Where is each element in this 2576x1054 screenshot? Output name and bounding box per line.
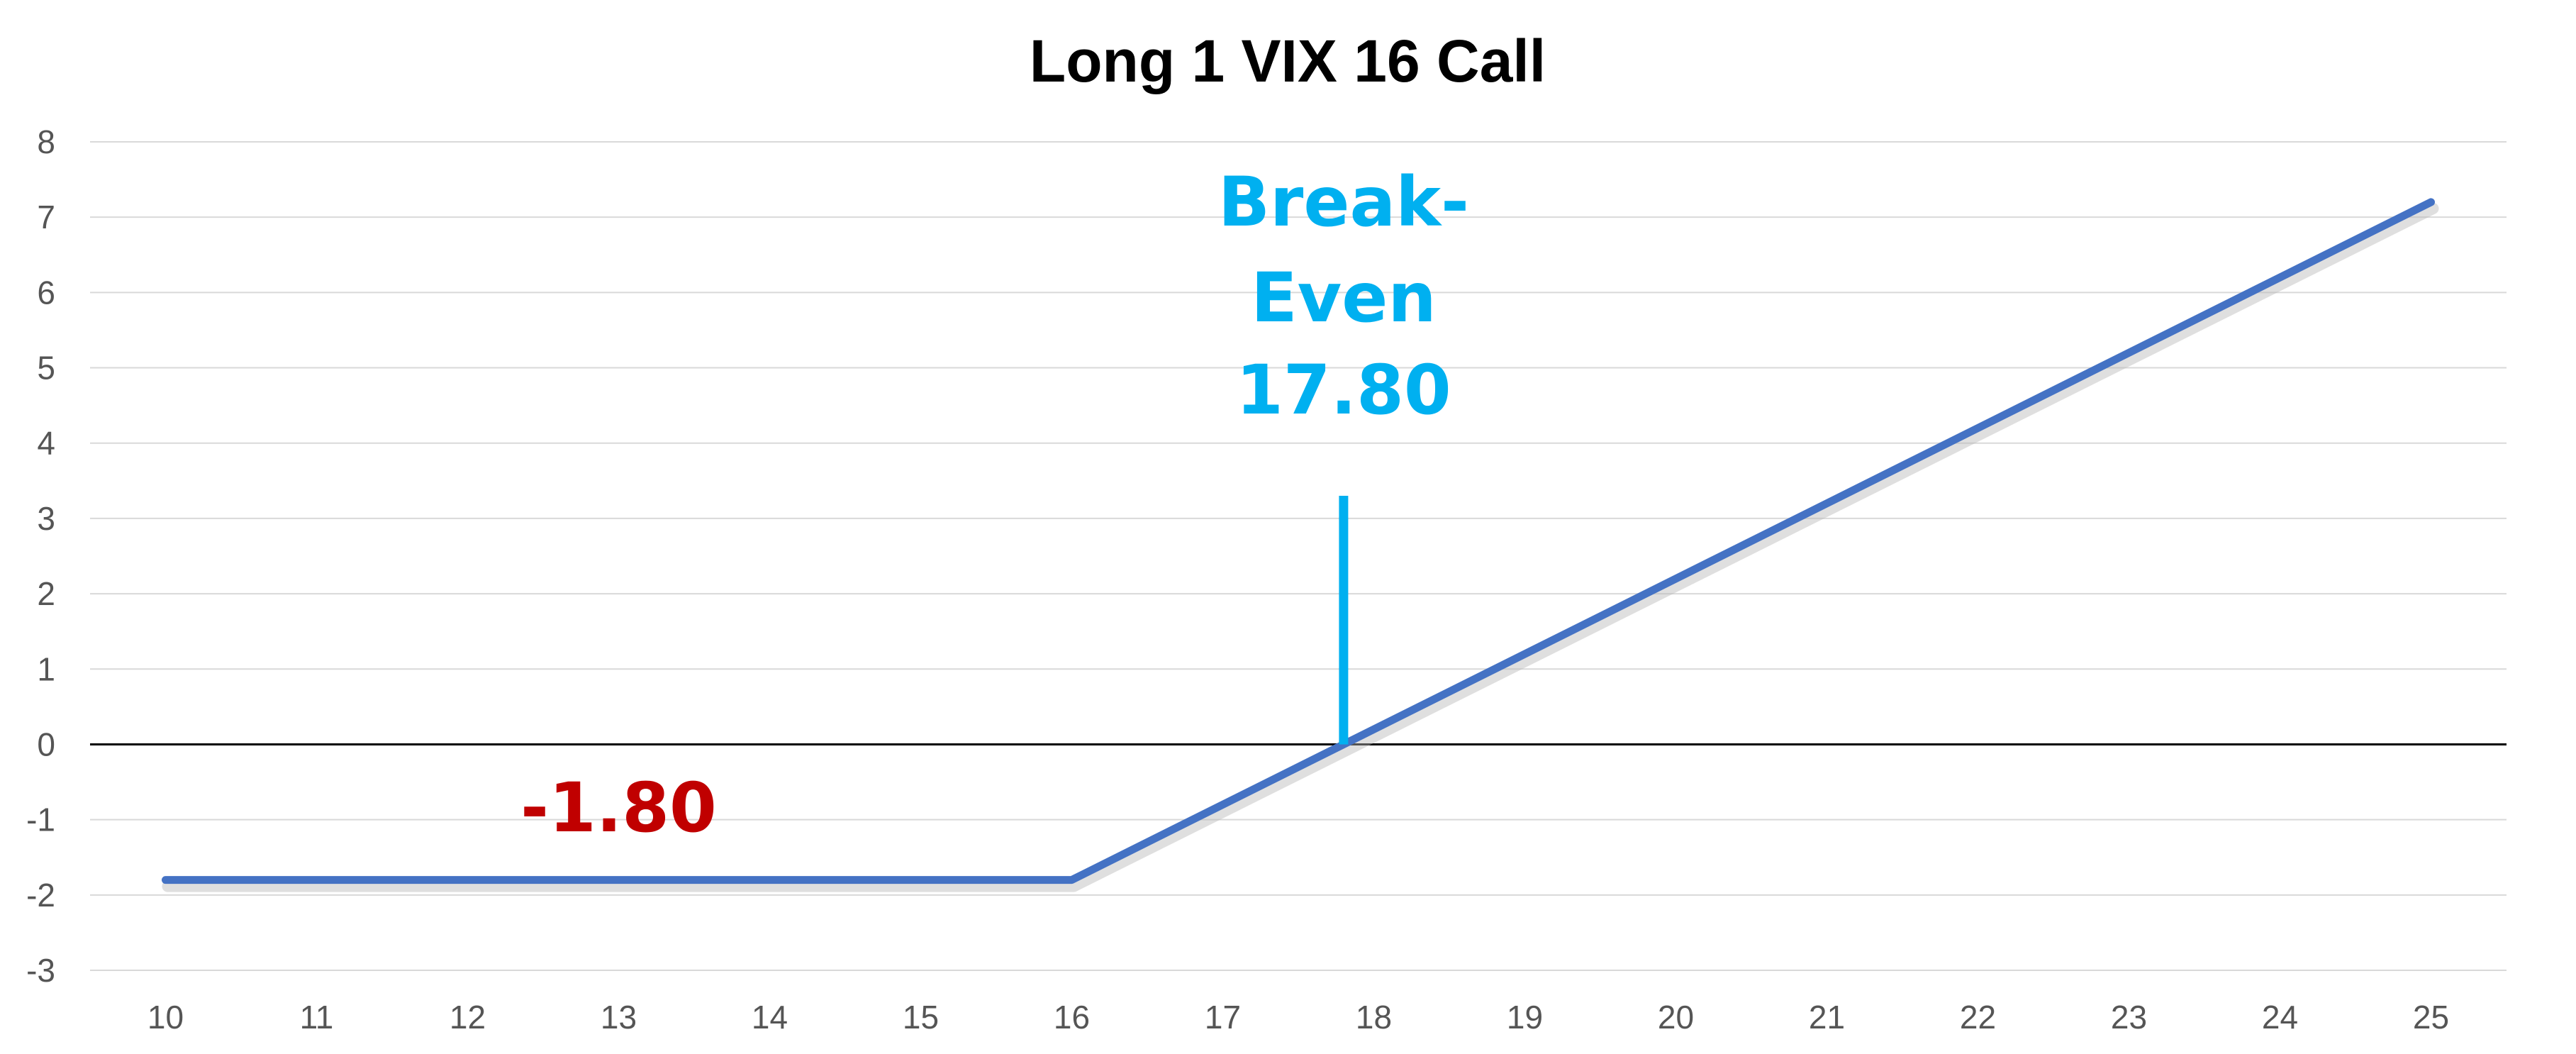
x-tick-label: 14: [752, 999, 788, 1036]
y-tick-label: 6: [37, 274, 55, 311]
y-tick-label: 1: [37, 650, 55, 687]
breakeven-label-line: 17.80: [1236, 350, 1451, 430]
y-tick-label: -2: [26, 877, 55, 914]
x-tick-label: 20: [1658, 999, 1694, 1036]
y-tick-label: -3: [26, 952, 55, 989]
y-tick-label: 0: [37, 726, 55, 762]
y-tick-label: 4: [37, 425, 55, 462]
series-point: [162, 876, 169, 884]
y-tick-label: 8: [37, 123, 55, 160]
y-axis-tick-labels: 8 7 6 5 4 3 2 1 0 -1 -2 -3: [26, 123, 55, 989]
series-point: [1068, 876, 1076, 884]
max-loss-label: -1.80: [520, 768, 717, 848]
x-tick-label: 16: [1054, 999, 1090, 1036]
x-tick-label: 21: [1809, 999, 1845, 1036]
x-tick-label: 12: [450, 999, 486, 1036]
x-axis-tick-labels: 10 11 12 13 14 15 16 17 18 19 20 21 22 23 24 25: [147, 999, 2449, 1036]
x-tick-label: 11: [300, 999, 334, 1036]
x-tick-label: 10: [147, 999, 184, 1036]
x-tick-label: 22: [1960, 999, 1996, 1036]
gridlines: [90, 141, 2507, 971]
series-layer: [162, 198, 2439, 892]
x-tick-label: 15: [903, 999, 939, 1036]
chart-title: Long 1 VIX 16 Call: [1030, 28, 1546, 94]
y-tick-label: 3: [37, 500, 55, 537]
x-tick-label: 18: [1356, 999, 1392, 1036]
y-tick-label: -1: [26, 801, 55, 838]
x-tick-label: 17: [1205, 999, 1241, 1036]
y-tick-label: 2: [37, 575, 55, 612]
y-tick-label: 7: [37, 199, 55, 235]
breakeven-label-line: Even: [1251, 258, 1437, 338]
breakeven-label-line: Break-: [1218, 162, 1469, 242]
series-line-shadow: [162, 202, 2439, 892]
x-tick-label: 19: [1507, 999, 1543, 1036]
x-tick-label: 24: [2262, 999, 2298, 1036]
annotations-layer: Break- Even 17.80 -1.80: [520, 162, 1469, 848]
y-tick-label: 5: [37, 350, 55, 387]
series-point: [2427, 198, 2435, 206]
x-tick-label: 23: [2111, 999, 2147, 1036]
x-tick-label: 13: [601, 999, 637, 1036]
x-tick-label: 25: [2413, 999, 2449, 1036]
